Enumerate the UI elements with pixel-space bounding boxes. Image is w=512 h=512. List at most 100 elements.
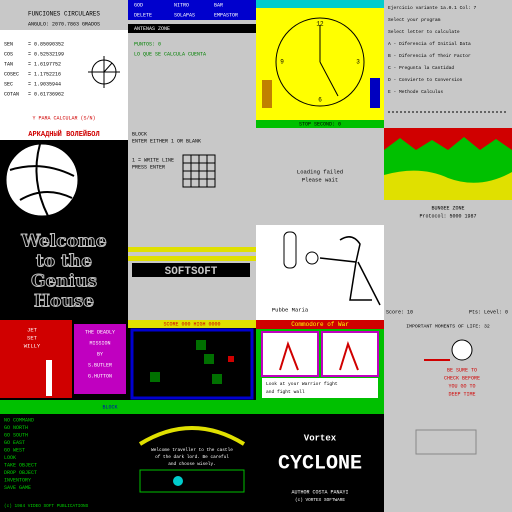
- label: BE SURE TO: [447, 367, 477, 373]
- tile-console: [0, 414, 128, 512]
- label: SEC: [4, 81, 13, 87]
- title: IMPORTANT MOMENTS OF LIFE: 32: [406, 323, 490, 329]
- label: ENTER EITHER 1 OR BLANK: [132, 138, 201, 144]
- label: BY: [97, 351, 103, 357]
- tile-loading: [256, 128, 384, 225]
- label: Y PARA CALCULAR (S/N): [32, 115, 95, 121]
- label: COTAN: [4, 91, 19, 97]
- label: LOOK: [4, 455, 16, 461]
- label: E - Methode Calculus: [388, 89, 443, 95]
- title-band: [0, 128, 128, 140]
- tile-menu: [128, 0, 256, 128]
- label: CHECK BEFORE: [444, 375, 480, 381]
- label: SCORE 000 HIGH 0000: [163, 321, 220, 327]
- label: LO QUE SE CALCULA CUENTA: [134, 51, 206, 57]
- volleyball: [5, 143, 79, 217]
- label: and choose wisely.: [168, 462, 215, 467]
- label: ANGULO: 2070.7863 GRADOS: [28, 21, 100, 27]
- label: BUNGEE ZONE: [431, 205, 464, 211]
- label: NITRO: [174, 2, 189, 8]
- schematic: [415, 429, 477, 455]
- boxer: [319, 236, 381, 306]
- label: of the dark lord. Be careful: [155, 455, 229, 460]
- status-bar: [128, 24, 256, 33]
- label: Score: 10: [386, 309, 413, 315]
- title: to the: [36, 252, 92, 272]
- label: SAVE GAME: [4, 485, 31, 491]
- label: INVENTORY: [4, 477, 31, 483]
- board-lines: [183, 155, 215, 187]
- label: Pts: Level: 0: [469, 309, 508, 315]
- label: SET: [27, 334, 38, 341]
- block: [196, 340, 206, 350]
- block: [212, 374, 222, 384]
- label: MISSION: [89, 340, 110, 346]
- label: Select your program: [388, 17, 441, 23]
- stripe: [128, 247, 256, 252]
- label: Ejercicio variante 1a.0.1 Col: 7: [388, 5, 476, 11]
- tile-score: [384, 225, 512, 320]
- footer-bar: [256, 120, 384, 128]
- tile-grid: [128, 128, 256, 225]
- character: [370, 78, 380, 108]
- label: = 1.9035944: [28, 81, 61, 87]
- panel: [261, 331, 319, 377]
- brand: Vortex: [304, 433, 337, 443]
- block: [150, 372, 160, 382]
- title: Commodore of War: [291, 321, 349, 328]
- warriors: [279, 340, 359, 371]
- ball-seams: [9, 143, 75, 217]
- label: (c) VORTEX SOFTWARE: [295, 498, 345, 503]
- label: A - Diferencia of Initial Data: [388, 41, 471, 47]
- label: D - Convierte to Conversion: [388, 77, 463, 83]
- label: G.HUTTON: [88, 373, 112, 379]
- title: АРКАДНЫЙ ВОЛЕЙБОЛ: [28, 130, 99, 139]
- label: WILLY: [24, 342, 41, 349]
- title: Genius: [31, 272, 97, 292]
- label: ANTENAS ZONE: [134, 26, 170, 32]
- label: COSEC: [4, 71, 19, 77]
- tile-genius: [0, 225, 128, 320]
- label: PRESS ENTER: [132, 164, 165, 170]
- label: B - Diferencia of Their Factor: [388, 53, 471, 59]
- label: TAKE OBJECT: [4, 462, 37, 468]
- label: Protocol: 5000 1987: [419, 213, 476, 219]
- label: BAR: [214, 2, 223, 8]
- comic-title-bar: [256, 320, 384, 329]
- label: TAN: [4, 61, 13, 67]
- label: GO SOUTH: [4, 432, 28, 438]
- label: JET: [27, 326, 38, 333]
- label: GO WEST: [4, 447, 25, 453]
- top-bar: [256, 0, 384, 8]
- character: [262, 80, 272, 108]
- label: Pubbe Maria: [272, 306, 309, 313]
- label: GO NORTH: [4, 425, 28, 431]
- label: PUNTOS: 0: [134, 41, 161, 47]
- title: Welcome: [20, 232, 107, 252]
- label: DELETE: [134, 12, 152, 18]
- tile-moments: [384, 320, 512, 512]
- label: SEN: [4, 41, 13, 47]
- label: THE DEADLY: [85, 329, 115, 335]
- label: 3: [356, 59, 360, 66]
- label: COS: [4, 51, 13, 57]
- label: STOP SECOND: 0: [299, 121, 341, 127]
- arena-top: [128, 320, 256, 328]
- label: Please wait: [302, 176, 338, 183]
- label: BLOCK: [132, 131, 147, 137]
- label: 6: [318, 97, 322, 104]
- stripe: [128, 256, 256, 261]
- label: 12: [316, 21, 324, 28]
- label: = 0.61736962: [28, 91, 64, 97]
- clock-face: [275, 17, 365, 107]
- label: Loading failed: [297, 168, 343, 175]
- tile-scene: [128, 414, 256, 512]
- green-strip: [0, 400, 256, 414]
- logo-band: [132, 263, 250, 277]
- label: GO EAST: [4, 440, 25, 446]
- label: DROP OBJECT: [4, 470, 37, 476]
- label: = 0.52532199: [28, 51, 64, 57]
- tile-program: [384, 0, 512, 128]
